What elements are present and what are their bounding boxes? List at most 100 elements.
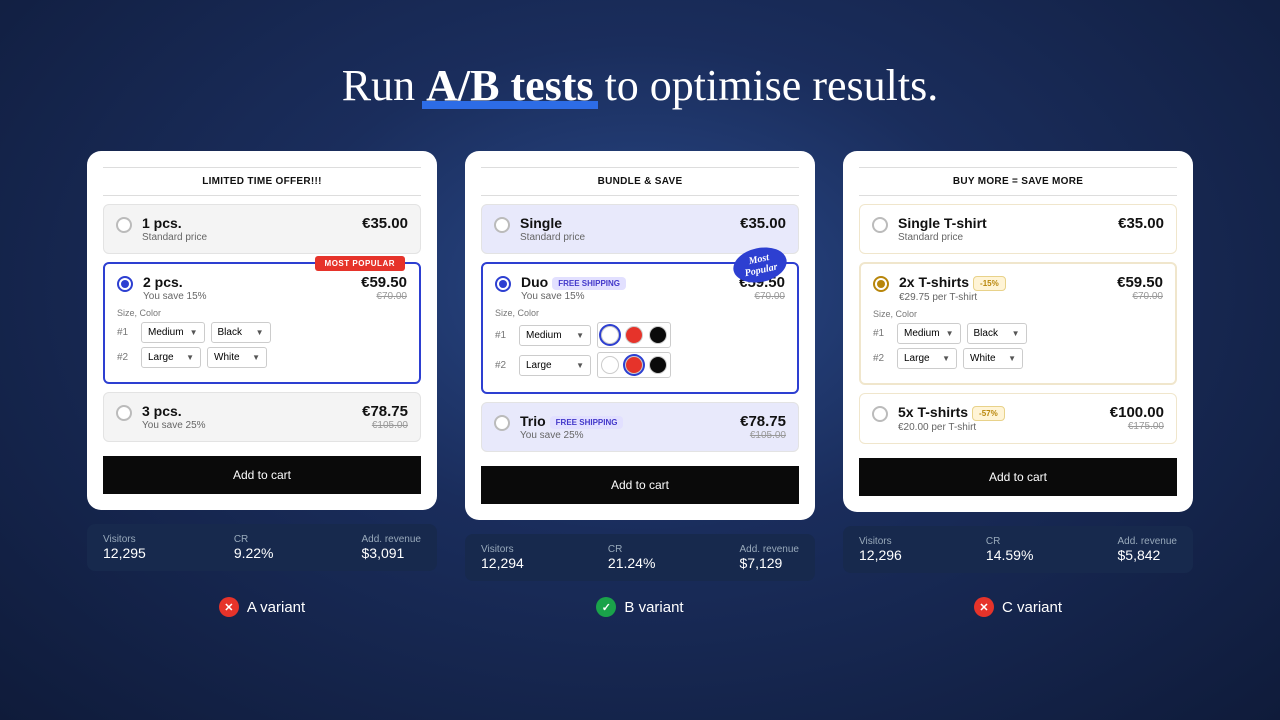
option-sub: You save 25% xyxy=(142,420,362,431)
add-to-cart-button[interactable]: Add to cart xyxy=(481,466,799,504)
variant-a-card: LIMITED TIME OFFER!!! 1 pcs. Standard pr… xyxy=(87,151,437,510)
option-price: €35.00 xyxy=(740,215,786,232)
bundle-option-1[interactable]: 1 pcs. Standard price €35.00 xyxy=(103,204,421,254)
most-popular-badge: MOST POPULAR xyxy=(315,256,405,271)
bundle-option-2[interactable]: 2x T-shirts-15% €29.75 per T-shirt €59.5… xyxy=(859,262,1177,385)
radio-icon[interactable] xyxy=(494,217,510,233)
color-select[interactable]: White▼ xyxy=(963,348,1023,369)
verdict-c: ✕ C variant xyxy=(843,597,1193,617)
stat-revenue: Add. revenue $3,091 xyxy=(362,534,422,561)
size-select[interactable]: Medium▼ xyxy=(141,322,205,343)
bundle-option-3[interactable]: 3 pcs. You save 25% €78.75 €105.00 xyxy=(103,392,421,442)
row-index: #2 xyxy=(117,352,135,363)
option-strike: €105.00 xyxy=(362,420,408,431)
option-strike: €70.00 xyxy=(739,291,785,302)
radio-icon[interactable] xyxy=(872,406,888,422)
swatch-red[interactable] xyxy=(625,326,643,344)
swatch-black[interactable] xyxy=(649,356,667,374)
headline-post: to optimise results. xyxy=(594,61,939,110)
discount-badge: -15% xyxy=(973,276,1006,291)
option-sub: Standard price xyxy=(520,232,740,243)
stat-visitors: Visitors 12,296 xyxy=(859,536,902,563)
row-index: #1 xyxy=(117,327,135,338)
variant-row-1: #1 Medium▼ xyxy=(495,322,785,348)
chevron-down-icon: ▼ xyxy=(186,353,194,362)
radio-icon[interactable] xyxy=(872,217,888,233)
option-sub: Standard price xyxy=(142,232,362,243)
option-strike: €70.00 xyxy=(1117,291,1163,302)
size-select[interactable]: Large▼ xyxy=(897,348,957,369)
bundle-option-2[interactable]: MOST POPULAR 2 pcs. You save 15% €59.50 … xyxy=(103,262,421,384)
option-price: €78.75 xyxy=(362,403,408,420)
add-to-cart-button[interactable]: Add to cart xyxy=(103,456,421,494)
size-select[interactable]: Large▼ xyxy=(519,355,591,376)
stat-cr: CR 14.59% xyxy=(986,536,1033,563)
radio-icon[interactable] xyxy=(494,415,510,431)
variant-row-1: #1 Medium▼ Black▼ xyxy=(873,323,1163,344)
chevron-down-icon: ▼ xyxy=(946,329,954,338)
color-select[interactable]: Black▼ xyxy=(967,323,1027,344)
verdict-a: ✕ A variant xyxy=(87,597,437,617)
bundle-option-3[interactable]: 5x T-shirts-57% €20.00 per T-shirt €100.… xyxy=(859,393,1177,444)
radio-icon[interactable] xyxy=(495,276,511,292)
swatch-black[interactable] xyxy=(649,326,667,344)
variants-label: Size, Color xyxy=(495,308,785,318)
headline: Run A/B tests to optimise results. xyxy=(0,0,1280,151)
color-swatches xyxy=(597,322,671,348)
option-sub: Standard price xyxy=(898,232,1118,243)
option-sub: €29.75 per T-shirt xyxy=(899,292,1117,303)
swatch-white[interactable] xyxy=(601,326,619,344)
option-title: Single T-shirt xyxy=(898,215,1118,231)
option-price: €59.50 xyxy=(1117,274,1163,291)
stats-bar: Visitors 12,294 CR 21.24% Add. revenue $… xyxy=(465,534,815,581)
radio-icon[interactable] xyxy=(116,405,132,421)
card-header: LIMITED TIME OFFER!!! xyxy=(103,167,421,196)
option-sub: You save 25% xyxy=(520,430,740,441)
bundle-option-2[interactable]: MostPopular DuoFREE SHIPPING You save 15… xyxy=(481,262,799,394)
option-title: 3 pcs. xyxy=(142,403,362,419)
radio-icon[interactable] xyxy=(117,276,133,292)
color-select[interactable]: Black▼ xyxy=(211,322,271,343)
stats-bar: Visitors 12,295 CR 9.22% Add. revenue $3… xyxy=(87,524,437,571)
option-title: DuoFREE SHIPPING xyxy=(521,274,739,290)
bundle-option-1[interactable]: Single T-shirt Standard price €35.00 xyxy=(859,204,1177,254)
pass-icon: ✓ xyxy=(596,597,616,617)
option-sub: €20.00 per T-shirt xyxy=(898,422,1110,433)
swatch-red[interactable] xyxy=(625,356,643,374)
option-price: €35.00 xyxy=(1118,215,1164,232)
row-index: #2 xyxy=(495,360,513,371)
headline-highlight: A/B tests xyxy=(426,60,593,111)
variant-row-2: #2 Large▼ White▼ xyxy=(117,347,407,368)
radio-icon[interactable] xyxy=(116,217,132,233)
fail-icon: ✕ xyxy=(974,597,994,617)
option-title: TrioFREE SHIPPING xyxy=(520,413,740,429)
variant-b-column: BUNDLE & SAVE Single Standard price €35.… xyxy=(465,151,815,581)
stat-revenue: Add. revenue $7,129 xyxy=(740,544,800,571)
swatch-white[interactable] xyxy=(601,356,619,374)
variant-row-2: #2 Large▼ White▼ xyxy=(873,348,1163,369)
size-select[interactable]: Medium▼ xyxy=(519,325,591,346)
stat-visitors: Visitors 12,295 xyxy=(103,534,146,561)
option-sub: You save 15% xyxy=(521,291,739,302)
radio-icon[interactable] xyxy=(873,276,889,292)
option-price: €35.00 xyxy=(362,215,408,232)
option-title: 5x T-shirts-57% xyxy=(898,404,1110,421)
bundle-option-1[interactable]: Single Standard price €35.00 xyxy=(481,204,799,254)
option-price: €59.50 xyxy=(361,274,407,291)
variant-row-1: #1 Medium▼ Black▼ xyxy=(117,322,407,343)
card-header: BUNDLE & SAVE xyxy=(481,167,799,196)
chevron-down-icon: ▼ xyxy=(256,328,264,337)
discount-badge: -57% xyxy=(972,406,1005,421)
size-select[interactable]: Medium▼ xyxy=(897,323,961,344)
bundle-option-3[interactable]: TrioFREE SHIPPING You save 25% €78.75 €1… xyxy=(481,402,799,452)
color-select[interactable]: White▼ xyxy=(207,347,267,368)
option-title: Single xyxy=(520,215,740,231)
option-sub: You save 15% xyxy=(143,291,361,302)
size-select[interactable]: Large▼ xyxy=(141,347,201,368)
option-price: €100.00 xyxy=(1110,404,1164,421)
option-strike: €175.00 xyxy=(1110,421,1164,432)
free-shipping-badge: FREE SHIPPING xyxy=(552,277,626,290)
chevron-down-icon: ▼ xyxy=(576,361,584,370)
add-to-cart-button[interactable]: Add to cart xyxy=(859,458,1177,496)
chevron-down-icon: ▼ xyxy=(576,331,584,340)
